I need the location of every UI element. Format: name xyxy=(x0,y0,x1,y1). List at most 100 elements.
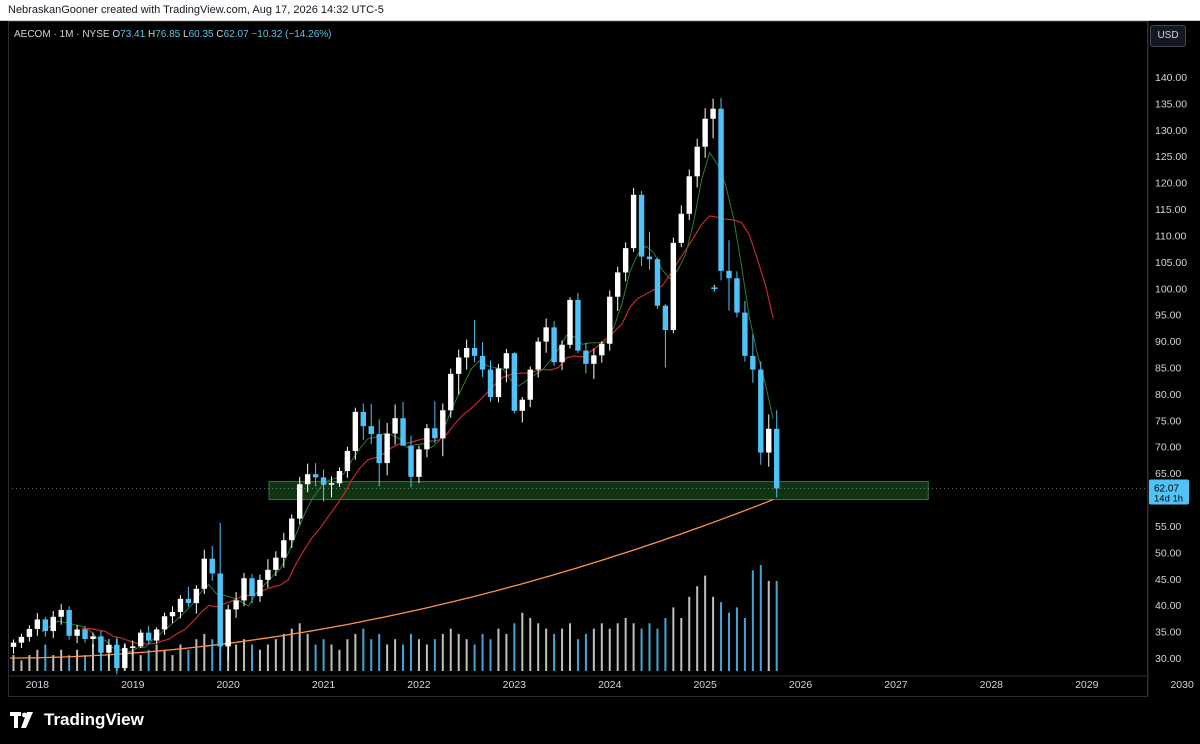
candle-body xyxy=(615,272,621,297)
y-axis-tick-label: 55.00 xyxy=(1155,521,1181,533)
volume-bar xyxy=(99,649,102,671)
candle-body xyxy=(368,426,374,435)
y-axis-tick-label: 30.00 xyxy=(1155,653,1181,665)
open-label: O xyxy=(112,29,121,40)
y-axis-tick-label: 105.00 xyxy=(1155,257,1187,269)
candle-body xyxy=(50,616,56,632)
x-axis-year-label: 2022 xyxy=(407,679,431,691)
price-tag-countdown: 14d 1h xyxy=(1154,493,1183,504)
candle-body xyxy=(479,355,486,370)
candle-body xyxy=(161,616,168,630)
volume-bar xyxy=(84,655,87,671)
volume-bar xyxy=(346,639,349,671)
candle-body xyxy=(599,343,605,356)
candle-body xyxy=(432,428,438,439)
volume-bar xyxy=(298,623,301,671)
candle-body xyxy=(718,108,724,271)
volume-bar xyxy=(92,644,94,671)
y-axis-tick-label: 75.00 xyxy=(1155,415,1181,427)
candle-body xyxy=(567,299,573,345)
volume-bar xyxy=(131,649,134,671)
candle-body xyxy=(702,118,708,147)
volume-bar xyxy=(195,639,198,671)
candle-body xyxy=(519,399,525,411)
volume-bar xyxy=(410,633,412,671)
x-axis-year-label: 2030 xyxy=(1170,679,1194,691)
candle-body xyxy=(289,518,295,541)
candle-body xyxy=(694,146,700,177)
volume-bar xyxy=(211,639,214,671)
candle-body xyxy=(66,609,72,636)
candle-body xyxy=(34,619,41,629)
volume-bar xyxy=(481,633,484,671)
volume-bar xyxy=(306,633,309,671)
candle-body xyxy=(750,355,756,370)
volume-bar xyxy=(68,655,71,671)
candle-body xyxy=(424,428,430,450)
candle-body xyxy=(249,578,255,597)
y-axis-tick-label: 120.00 xyxy=(1155,178,1187,190)
candle-body xyxy=(448,373,454,411)
volume-bar xyxy=(163,649,166,671)
volume-bar xyxy=(52,655,55,671)
volume-bar xyxy=(616,623,619,671)
candle-body xyxy=(138,632,144,647)
volume-bar xyxy=(12,655,15,671)
volume-bar xyxy=(76,649,79,671)
volume-bar xyxy=(728,612,730,671)
candle-body xyxy=(471,347,478,356)
candle-body xyxy=(575,299,581,351)
ma-long-line xyxy=(10,498,774,659)
candle-body xyxy=(201,558,207,589)
volume-bar xyxy=(28,655,31,671)
tradingview-logo[interactable]: TradingView xyxy=(10,710,144,730)
tradingview-logo-icon xyxy=(10,712,38,728)
candle-body xyxy=(726,270,732,279)
volume-bar xyxy=(290,628,293,671)
x-axis-year-label: 2023 xyxy=(503,679,527,691)
chart-area[interactable] xyxy=(0,21,1200,701)
candle-body xyxy=(583,350,589,364)
volume-bar xyxy=(235,644,238,671)
volume-bar xyxy=(688,596,691,671)
candle-body xyxy=(360,411,366,427)
candle-body xyxy=(591,355,597,364)
candle-body xyxy=(654,259,661,306)
symbol-label: AECOM · 1M · NYSE xyxy=(14,29,110,40)
volume-bar xyxy=(179,644,182,671)
y-axis-tick-label: 135.00 xyxy=(1155,98,1187,110)
y-axis-tick-label: 130.00 xyxy=(1155,125,1187,137)
volume-bar xyxy=(243,639,246,671)
volume-bar xyxy=(569,623,571,671)
x-axis-year-label: 2024 xyxy=(598,679,622,691)
volume-bar xyxy=(553,633,556,671)
candle-body xyxy=(511,353,518,411)
x-axis-year-label: 2026 xyxy=(789,679,813,691)
currency-button[interactable]: USD xyxy=(1150,25,1186,47)
volume-bar xyxy=(640,628,643,671)
volume-bar xyxy=(561,628,564,671)
y-axis-tick-label: 90.00 xyxy=(1155,336,1181,348)
volume-bar xyxy=(592,628,595,671)
support-zone xyxy=(268,481,929,501)
candle-body xyxy=(320,477,327,485)
candle-body xyxy=(678,213,684,243)
volume-bar xyxy=(632,623,635,671)
volume-bar xyxy=(338,649,341,671)
candle-body xyxy=(686,176,692,214)
candle-body xyxy=(265,569,271,580)
volume-bar xyxy=(386,644,389,671)
y-axis-tick-label: 35.00 xyxy=(1155,627,1181,639)
candle-body xyxy=(217,573,223,647)
candle-body xyxy=(328,483,335,485)
candle-body xyxy=(281,540,287,558)
close-label: C xyxy=(216,29,224,40)
volume-bar xyxy=(394,639,397,671)
y-axis-tick-label: 50.00 xyxy=(1155,547,1181,559)
footer xyxy=(0,701,1200,744)
volume-bar xyxy=(545,628,548,671)
candle-body xyxy=(26,628,33,637)
x-axis-year-label: 2020 xyxy=(216,679,240,691)
candle-body xyxy=(177,598,184,613)
